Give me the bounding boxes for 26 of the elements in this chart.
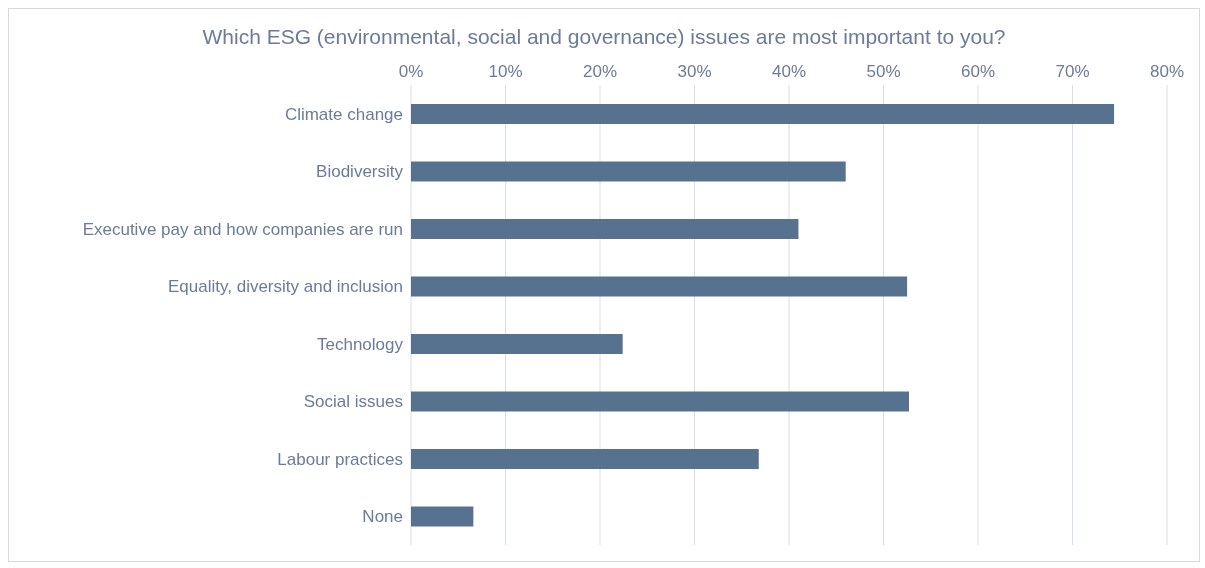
y-tick-label: Labour practices [277,449,403,469]
x-tick-label: 20% [582,62,618,81]
bar [411,333,623,354]
x-tick-label: 80% [1149,62,1185,81]
y-tick-label: Climate change [284,104,403,124]
y-tick-label: Executive pay and how companies are run [82,219,403,239]
y-tick-label: Biodiversity [316,162,404,182]
x-tick-label: 60% [960,62,996,81]
bar [411,161,846,182]
x-tick-label: 10% [488,62,523,81]
bar [411,103,1115,124]
bar [411,448,759,469]
x-tick-label: 40% [771,62,807,81]
y-tick-label: Equality, diversity and inclusion [168,277,403,297]
x-tick-label: 50% [866,62,901,81]
y-tick-label: Social issues [303,392,403,412]
y-tick-label: None [362,507,403,527]
chart-title: Which ESG (environmental, social and governance) issues are most important to you? [201,24,1007,50]
bar [411,276,908,297]
x-tick-label: 30% [677,62,712,81]
bar [411,218,799,239]
x-tick-label: 0% [398,62,424,81]
bar [411,391,910,412]
y-tick-label: Technology [316,334,404,354]
bar [411,506,474,527]
x-tick-label: 70% [1055,62,1090,81]
